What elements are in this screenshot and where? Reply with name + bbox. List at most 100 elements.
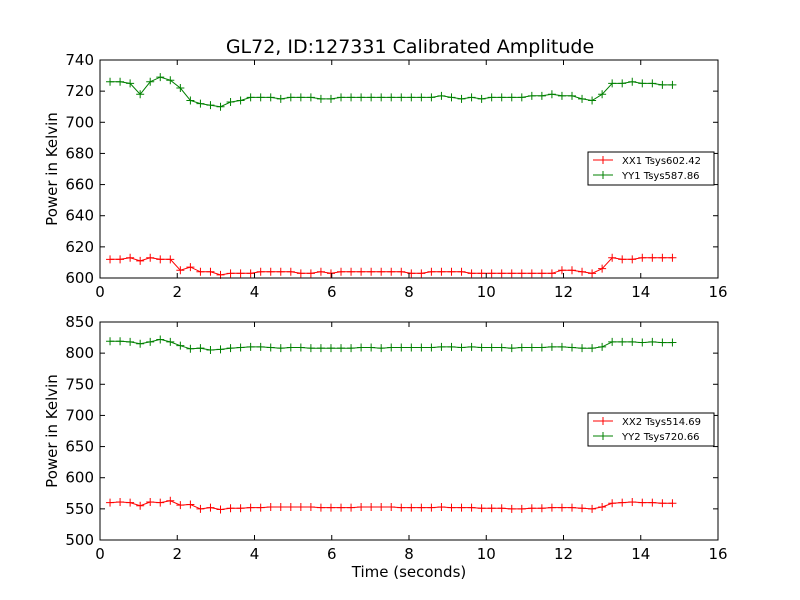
data-point (186, 344, 195, 353)
data-point (407, 343, 416, 352)
data-point (487, 504, 496, 513)
data-point (306, 502, 315, 511)
x-tick-label: 0 (95, 545, 105, 563)
x-tick-label: 12 (554, 545, 573, 563)
data-point (357, 93, 366, 102)
data-point (266, 343, 275, 352)
data-point (296, 269, 305, 278)
data-point (387, 267, 396, 276)
data-point (437, 91, 446, 100)
data-point (638, 338, 647, 347)
data-point (176, 501, 185, 510)
data-point (276, 94, 285, 103)
data-point (146, 77, 155, 86)
x-tick-label: 16 (708, 283, 727, 301)
data-point (306, 93, 315, 102)
data-point (136, 90, 145, 99)
x-tick-label: 2 (172, 545, 182, 563)
y-tick-label: 550 (65, 500, 94, 518)
y-tick-label: 700 (65, 406, 94, 424)
bottom-plot: 0 2 4 6 8 10 12 14 16 500 550 600 650 700 750 800 850 Pow… (43, 313, 728, 581)
data-point (286, 93, 295, 102)
data-point (206, 101, 215, 110)
data-point (236, 96, 245, 105)
data-point (306, 344, 315, 353)
data-point (467, 269, 476, 278)
data-point (236, 269, 245, 278)
data-point (427, 267, 436, 276)
data-point (337, 93, 346, 102)
data-point (477, 269, 486, 278)
data-point (457, 267, 466, 276)
data-point (236, 504, 245, 513)
data-point (377, 93, 386, 102)
data-point (457, 343, 466, 352)
data-point (377, 267, 386, 276)
y-tick-label: 680 (65, 144, 94, 162)
data-point (196, 504, 205, 513)
data-point (658, 253, 667, 262)
data-point (497, 343, 506, 352)
data-point (347, 503, 356, 512)
y-tick-label: 640 (65, 207, 94, 225)
data-point (638, 253, 647, 262)
data-point (186, 263, 195, 272)
data-point (608, 337, 617, 346)
data-point (216, 102, 225, 111)
data-point (316, 344, 325, 353)
y-tick-label: 660 (65, 176, 94, 194)
data-point (477, 94, 486, 103)
data-point (126, 498, 135, 507)
data-point (487, 93, 496, 102)
data-point (578, 344, 587, 353)
data-point (246, 269, 255, 278)
data-point (236, 343, 245, 352)
data-point (517, 269, 526, 278)
data-point (166, 76, 175, 85)
data-point (437, 502, 446, 511)
data-point (377, 344, 386, 353)
data-point (316, 503, 325, 512)
legend-marker (599, 432, 607, 440)
data-point (146, 498, 155, 507)
legend-marker (599, 417, 607, 425)
data-point (337, 503, 346, 512)
data-point (537, 343, 546, 352)
data-point (547, 90, 556, 99)
x-tick-label: 12 (554, 283, 573, 301)
data-point (106, 498, 115, 507)
data-point (397, 93, 406, 102)
data-point (387, 343, 396, 352)
data-point (306, 269, 315, 278)
data-point (447, 93, 456, 102)
data-point (628, 498, 637, 507)
top-plot: 0 2 4 6 8 10 12 14 16 600 620 640 660 680 700 720 740 Pow… (43, 51, 728, 301)
y-tick-label: 800 (65, 344, 94, 362)
data-point (487, 269, 496, 278)
data-point (497, 93, 506, 102)
data-point (447, 267, 456, 276)
data-point (326, 269, 335, 278)
data-point (557, 266, 566, 275)
x-tick-label: 2 (172, 283, 182, 301)
data-point (457, 94, 466, 103)
bottom-y-axis-label: Power in Kelvin (43, 374, 61, 488)
data-point (537, 91, 546, 100)
data-point (557, 342, 566, 351)
data-point (397, 267, 406, 276)
data-point (477, 504, 486, 513)
data-point (658, 80, 667, 89)
data-point (517, 504, 526, 513)
data-point (286, 343, 295, 352)
data-point (618, 255, 627, 264)
data-point (367, 93, 376, 102)
data-point (628, 77, 637, 86)
data-point (668, 499, 677, 508)
data-point (296, 93, 305, 102)
data-point (106, 255, 115, 264)
data-point (136, 256, 145, 265)
x-tick-label: 6 (327, 545, 337, 563)
data-point (407, 503, 416, 512)
y-tick-label: 500 (65, 531, 94, 549)
